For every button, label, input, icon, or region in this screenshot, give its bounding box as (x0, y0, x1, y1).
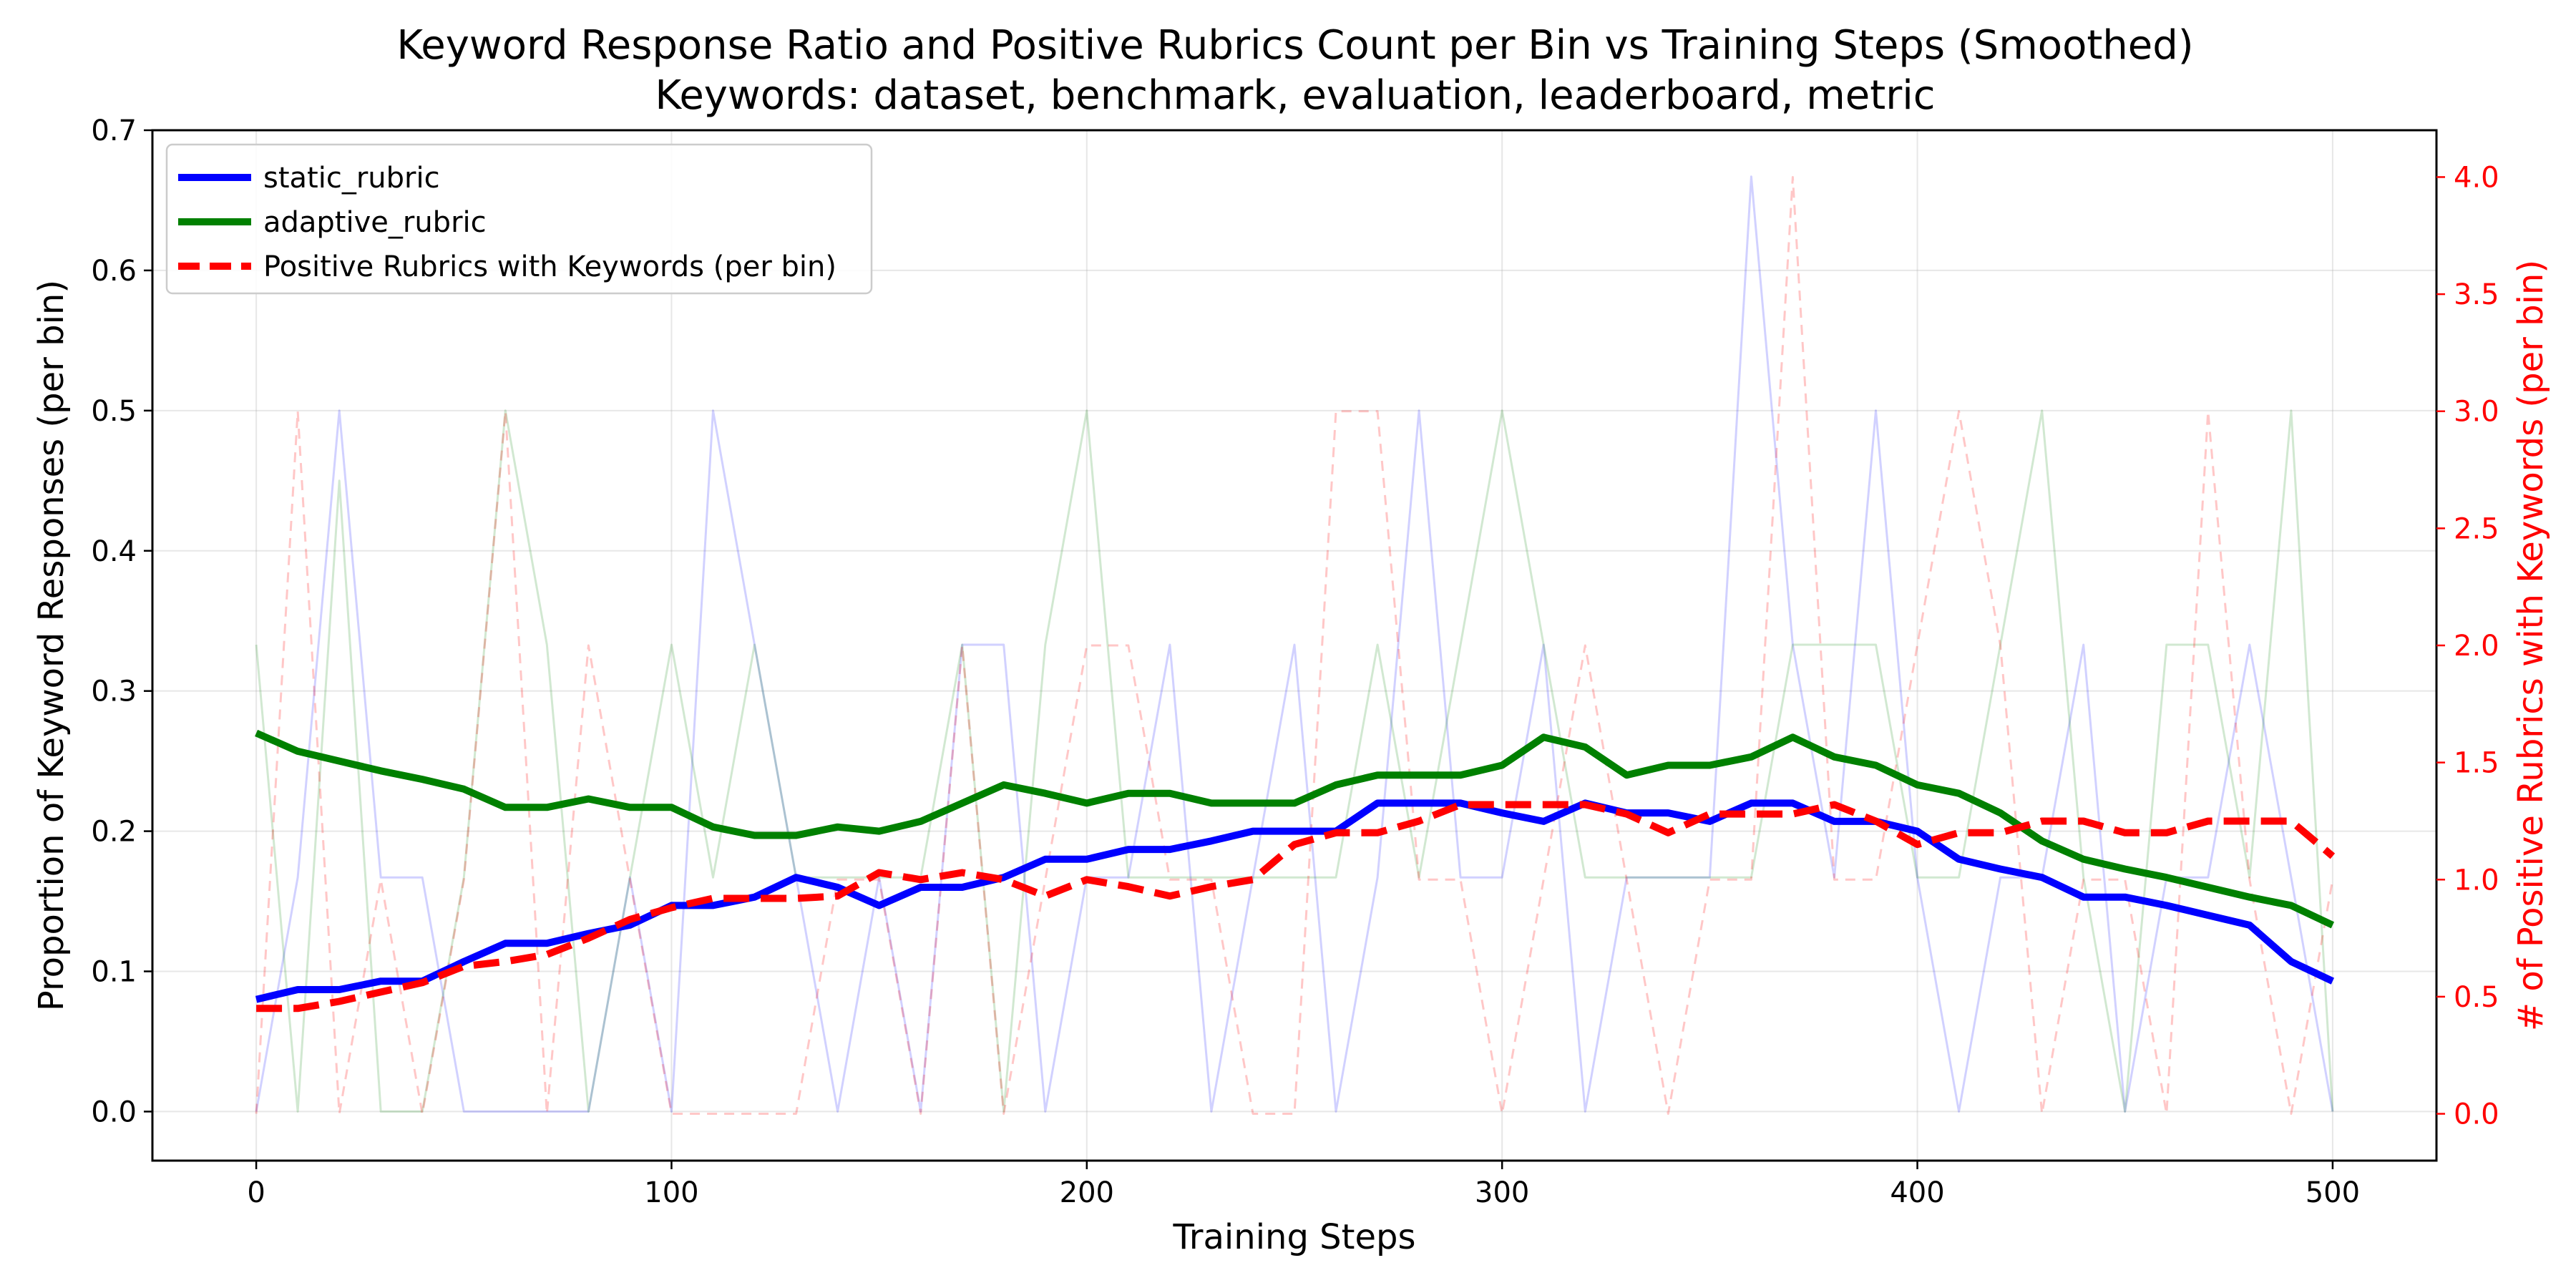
chart-subtitle: Keywords: dataset, benchmark, evaluation… (655, 72, 1935, 119)
series-line-adaptive-rubric (255, 729, 2335, 929)
y-tick-label: 0.2 (91, 816, 137, 849)
legend-label: adaptive_rubric (263, 206, 487, 239)
legend: static_rubric adaptive_rubric Positive Rub… (165, 143, 873, 295)
x-tick-label: 400 (1890, 1176, 1944, 1209)
raw-series-layer (255, 175, 2334, 1115)
y-tick-label: 0.4 (91, 535, 137, 568)
chart-title: Keyword Response Ratio and Positive Rubr… (396, 22, 2193, 69)
y-right-tick-label: 3.5 (2454, 278, 2499, 311)
y-tick-label: 0.6 (91, 255, 137, 288)
y-axis-label: Proportion of Keyword Responses (per bin… (31, 280, 72, 1011)
x-tick-label: 500 (2306, 1176, 2360, 1209)
smoothed-series-layer (255, 729, 2336, 1013)
x-tick-label: 200 (1060, 1176, 1114, 1209)
y-right-tick-label: 1.0 (2454, 864, 2499, 897)
x-tick-label: 100 (644, 1176, 698, 1209)
y-tick-label: 0.1 (91, 956, 137, 989)
series-line-adaptive-rubric-raw (255, 409, 2334, 1113)
series-line-positive-rubrics-with-keywords-per-bin (256, 801, 2336, 1013)
y-tick-label: 0.0 (91, 1096, 137, 1128)
y-right-tick-label: 0.0 (2454, 1098, 2499, 1131)
y-tick-label: 0.7 (91, 114, 137, 147)
y-right-tick-label: 1.5 (2454, 747, 2499, 780)
y-right-tick-label: 3.0 (2454, 396, 2499, 429)
x-axis-label: Training Steps (1173, 1217, 1416, 1257)
y-right-axis-label: # of Positive Rubrics with Keywords (per… (2511, 260, 2551, 1031)
y-right-tick-label: 0.5 (2454, 981, 2499, 1014)
legend-label: Positive Rubrics with Keywords (per bin) (263, 250, 836, 283)
axes: 0 100 200 300 400 500 0.0 0.1 0.2 0.3 0.4 0.5 0.6 0.7… (91, 114, 2499, 1209)
legend-box (165, 143, 873, 295)
y-right-tick-label: 4.0 (2454, 161, 2499, 194)
series-line-static-rubric-raw (255, 175, 2334, 1113)
x-tick-label: 0 (247, 1176, 265, 1209)
y-tick-label: 0.5 (91, 395, 137, 428)
y-right-tick-label: 2.5 (2454, 512, 2499, 545)
x-tick-label: 300 (1475, 1176, 1529, 1209)
legend-label: static_rubric (263, 162, 440, 195)
y-right-tick-label: 2.0 (2454, 630, 2499, 663)
y-tick-label: 0.3 (91, 675, 137, 708)
